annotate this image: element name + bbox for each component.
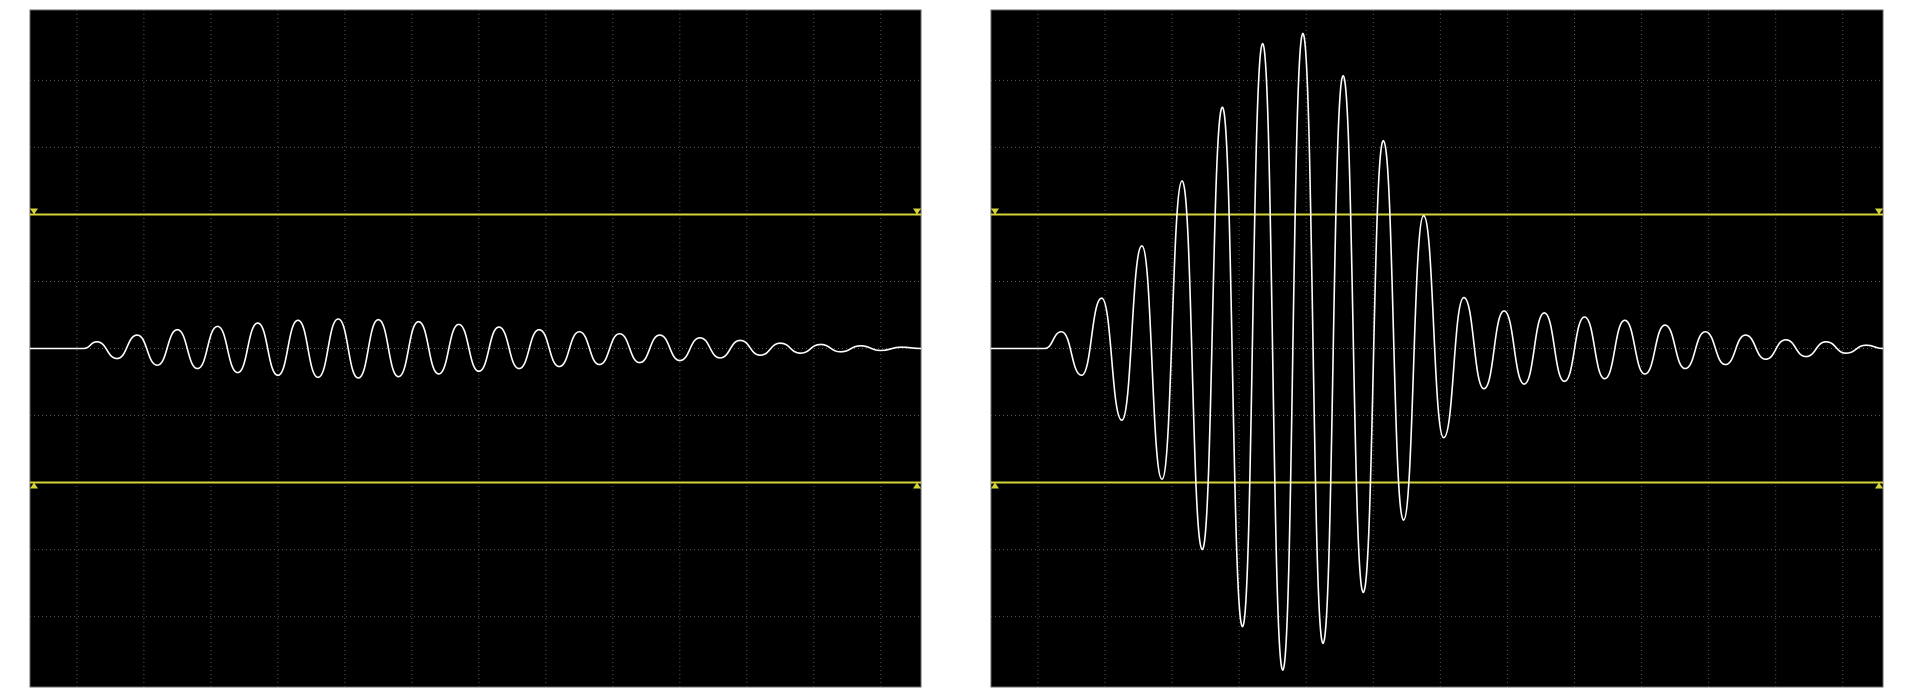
scope-screen	[0, 0, 1913, 693]
page: (() => { const data = JSON.parse(documen…	[0, 0, 1913, 693]
scope-panel	[991, 10, 1883, 687]
scope-panel	[30, 10, 921, 687]
panel-background	[991, 10, 1883, 687]
panel-background	[30, 10, 921, 687]
